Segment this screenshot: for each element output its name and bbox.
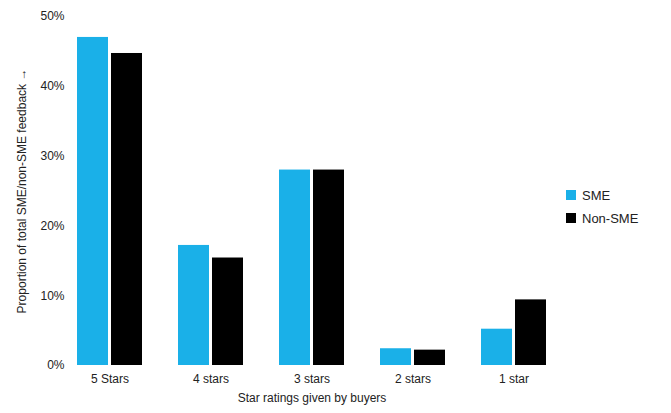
svg-text:2 stars: 2 stars: [395, 372, 431, 386]
svg-text:3 stars: 3 stars: [294, 372, 330, 386]
svg-text:Proportion of total SME/non-SM: Proportion of total SME/non-SME feedback…: [15, 69, 29, 314]
html-text:Non-SME: Non-SME: [582, 210, 639, 226]
svg-text:0%: 0%: [47, 358, 65, 372]
svg-text:40%: 40%: [40, 79, 64, 93]
svg-text:Star ratings given by buyers: Star ratings given by buyers: [238, 391, 387, 405]
svg-text:1 star: 1 star: [499, 372, 529, 386]
svg-text:30%: 30%: [40, 149, 64, 163]
svg-text:5 Stars: 5 Stars: [91, 372, 129, 386]
html-text:SME: SME: [582, 187, 611, 203]
svg-text:50%: 50%: [40, 9, 64, 23]
svg-text:4 stars: 4 stars: [193, 372, 229, 386]
svg-text:20%: 20%: [40, 219, 64, 233]
svg-text:10%: 10%: [40, 289, 64, 303]
